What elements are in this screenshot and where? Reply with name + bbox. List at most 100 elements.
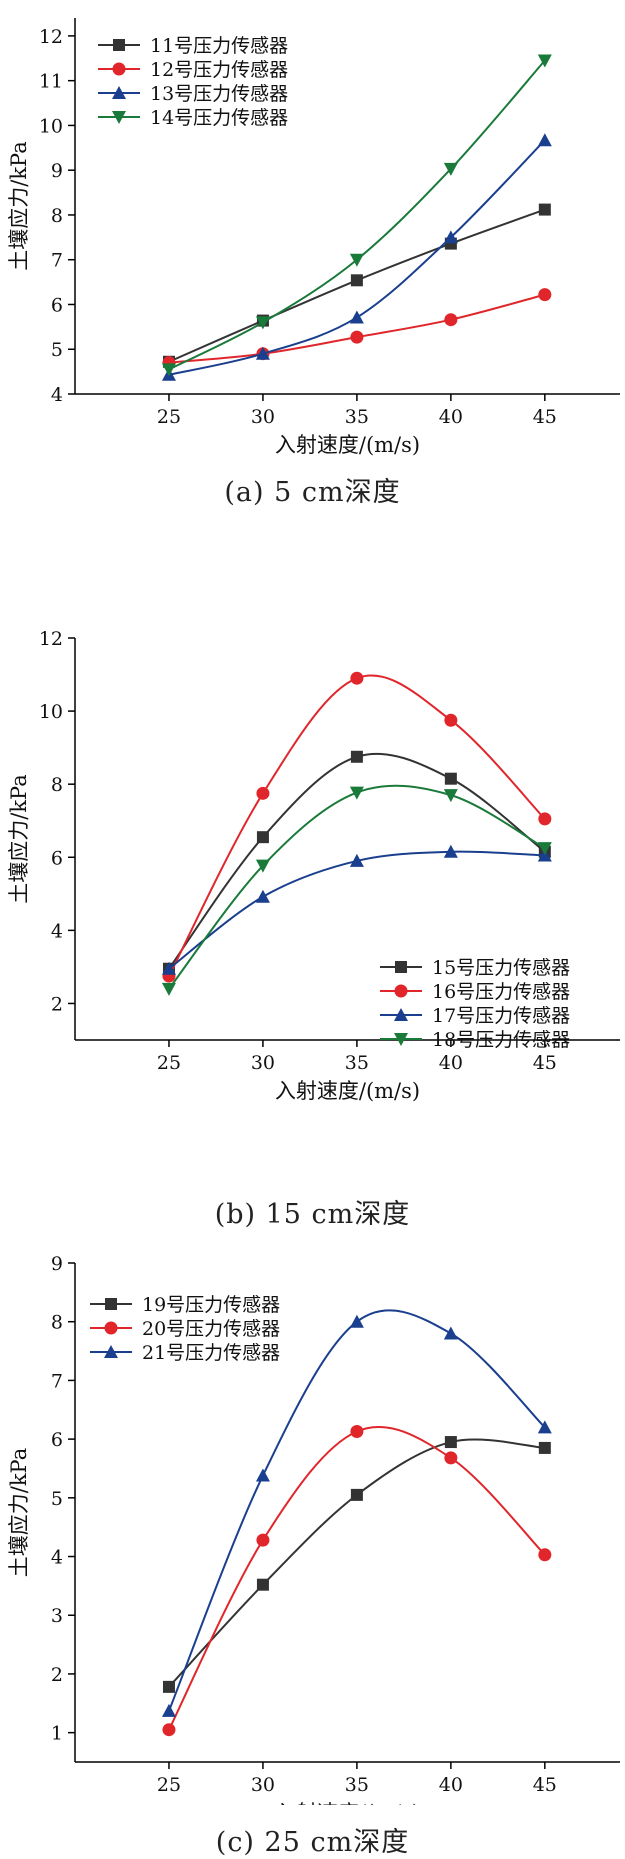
x-axis-label: 入射速度/(m/s) — [275, 1079, 420, 1103]
data-point — [349, 253, 364, 267]
data-point — [255, 859, 270, 873]
data-point — [255, 346, 270, 360]
series-3 — [161, 1309, 552, 1717]
data-point — [537, 1420, 552, 1434]
legend-marker — [105, 1298, 117, 1310]
legend-item: 19号压力传感器 — [90, 1294, 280, 1316]
data-point — [444, 713, 458, 727]
legend-label: 11号压力传感器 — [150, 35, 288, 57]
legend-label: 19号压力传感器 — [142, 1294, 280, 1316]
y-tick-label: 9 — [51, 160, 63, 182]
data-point — [162, 1723, 176, 1737]
x-tick-label: 30 — [251, 406, 275, 428]
data-point — [256, 831, 269, 844]
data-point — [444, 1451, 458, 1465]
chart-caption-b: (b) 15 cm深度 — [214, 1199, 411, 1230]
x-tick-label: 35 — [345, 1052, 369, 1074]
x-axis-label: 入射速度/(m/s) — [275, 1801, 420, 1805]
x-tick-label: 35 — [345, 406, 369, 428]
data-point — [256, 1533, 270, 1547]
chart-panel-a: 4 5 6 7 8 9 10 11 12 25 30 35 40 45 入射速度/(m/s) 土壤应力/kPa… — [0, 0, 625, 520]
legend-label: 18号压力传感器 — [432, 1029, 570, 1051]
y-tick-label: 10 — [39, 701, 63, 723]
data-point — [350, 1424, 364, 1438]
data-point — [349, 1314, 364, 1328]
legend-item: 16号压力传感器 — [380, 981, 570, 1003]
series-line — [168, 293, 546, 364]
y-tick-label: 12 — [39, 26, 63, 48]
series-3 — [161, 133, 552, 381]
legend-label: 15号压力传感器 — [432, 957, 570, 979]
chart-caption-a: (a) 5 cm深度 — [224, 477, 401, 508]
data-point — [538, 288, 552, 302]
data-point — [162, 1680, 175, 1693]
data-point — [350, 671, 364, 685]
data-point — [537, 842, 552, 856]
legend-marker — [394, 1008, 408, 1021]
y-tick-label: 8 — [51, 1312, 63, 1334]
data-point — [161, 1703, 176, 1717]
data-point — [444, 772, 457, 785]
data-point — [443, 1326, 458, 1340]
data-point — [538, 1548, 552, 1562]
x-tick-label: 45 — [533, 1052, 557, 1074]
legend-marker — [112, 62, 126, 76]
data-point — [443, 230, 458, 244]
data-point — [443, 844, 458, 858]
y-tick-label: 6 — [51, 1429, 63, 1451]
data-point — [537, 133, 552, 147]
chart-b: 2 4 6 8 10 12 25 30 35 40 45 入射速度/(m/s) 土壤应力/kPa 15号压… — [7, 628, 620, 1103]
y-tick-label: 4 — [51, 1547, 63, 1569]
y-tick-label: 5 — [51, 339, 63, 361]
chart-caption-c: (c) 25 cm深度 — [215, 1827, 410, 1858]
x-tick-label: 25 — [157, 1774, 181, 1796]
series-4 — [161, 54, 552, 377]
data-point — [255, 1468, 270, 1482]
x-tick-label: 30 — [251, 1052, 275, 1074]
series-2 — [162, 1424, 552, 1737]
legend-item: 15号压力传感器 — [380, 957, 570, 979]
y-tick-label: 2 — [51, 993, 63, 1015]
data-point — [161, 363, 176, 377]
legend-label: 21号压力传感器 — [142, 1342, 280, 1364]
x-tick-label: 40 — [439, 406, 463, 428]
y-tick-label: 6 — [51, 847, 63, 869]
legend-item: 12号压力传感器 — [98, 59, 288, 81]
x-axis-label: 入射速度/(m/s) — [275, 433, 420, 457]
series-line — [168, 1309, 546, 1712]
legend-item: 18号压力传感器 — [380, 1029, 570, 1051]
chart-panel-b: 2 4 6 8 10 12 25 30 35 40 45 入射速度/(m/s) 土壤应力/kPa 15号压… — [0, 620, 625, 1230]
chart-panel-c: 1234567892530354045入射速度/(m/s)土壤应力/kPa19号… — [0, 1245, 625, 1859]
y-tick-label: 12 — [39, 628, 63, 650]
data-point — [538, 1441, 551, 1454]
data-point — [349, 853, 364, 867]
chart-c: 1234567892530354045入射速度/(m/s)土壤应力/kPa19号… — [7, 1253, 620, 1805]
legend-item: 11号压力传感器 — [98, 35, 288, 57]
legend-marker — [112, 111, 126, 124]
legend-item: 17号压力传感器 — [380, 1005, 570, 1027]
data-point — [350, 1488, 363, 1501]
legend-marker — [113, 39, 125, 51]
x-tick-label: 45 — [533, 1774, 557, 1796]
data-point — [350, 330, 364, 344]
x-tick-label: 30 — [251, 1774, 275, 1796]
series-2 — [162, 671, 552, 983]
legend-marker — [394, 1033, 408, 1046]
y-axis-label: 土壤应力/kPa — [7, 1448, 31, 1578]
y-tick-label: 6 — [51, 294, 63, 316]
y-tick-label: 3 — [51, 1605, 63, 1627]
x-tick-label: 45 — [533, 406, 557, 428]
y-tick-label: 1 — [51, 1723, 63, 1745]
x-tick-label: 40 — [439, 1052, 463, 1074]
data-point — [537, 54, 552, 68]
y-tick-label: 5 — [51, 1488, 63, 1510]
legend-label: 12号压力传感器 — [150, 59, 288, 81]
legend-marker — [104, 1321, 118, 1335]
legend-marker — [104, 1345, 118, 1358]
legend-marker — [395, 961, 407, 973]
data-point — [161, 961, 176, 975]
y-tick-label: 7 — [51, 250, 63, 272]
series-2 — [162, 288, 552, 370]
legend-label: 16号压力传感器 — [432, 981, 570, 1003]
